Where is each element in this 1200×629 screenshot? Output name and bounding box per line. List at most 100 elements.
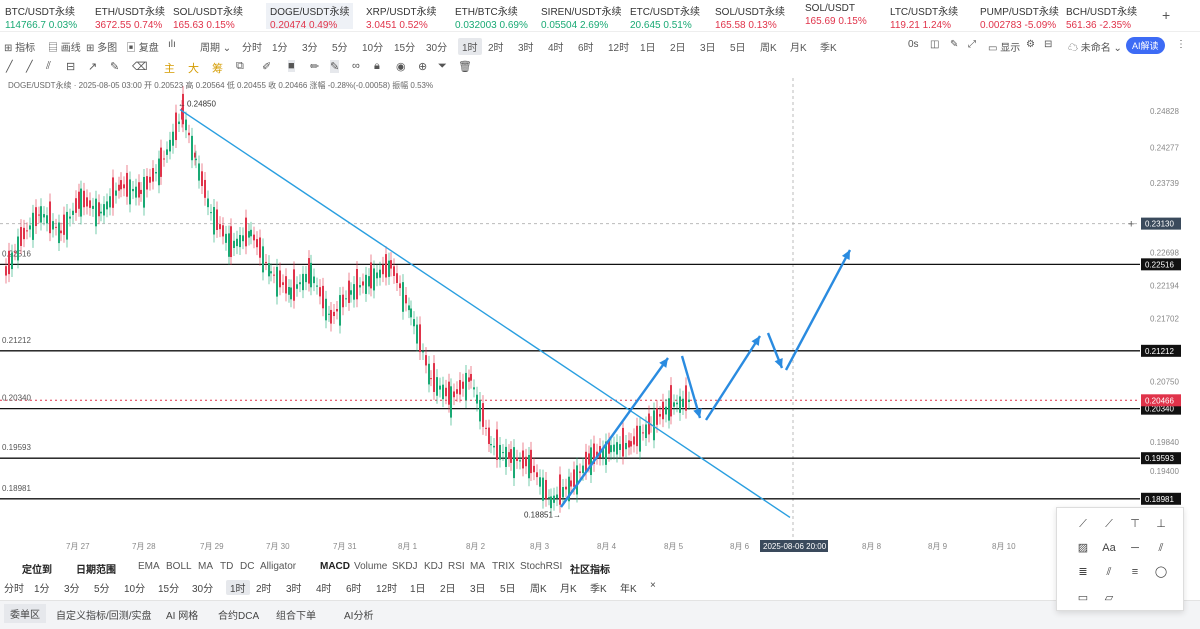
- ticker-6[interactable]: SIREN/USDT永续 0.05504 2.69%: [541, 3, 622, 31]
- bottom-period-1[interactable]: 1分: [34, 584, 50, 595]
- ticker-0[interactable]: BTC/USDT永续 114766.7 0.03%: [5, 3, 77, 31]
- period-19[interactable]: 季K: [820, 43, 837, 54]
- period-3[interactable]: 5分: [332, 43, 348, 54]
- ellipse-tool-icon[interactable]: ◯: [1154, 566, 1168, 578]
- period-13[interactable]: 1日: [640, 43, 656, 54]
- main-chip[interactable]: 主: [164, 63, 175, 75]
- brush-icon[interactable]: ✎: [110, 61, 120, 73]
- add-ticker-icon[interactable]: +: [1162, 7, 1171, 23]
- pin-icon[interactable]: ⊕: [418, 61, 428, 73]
- indicator-12[interactable]: RSI: [448, 561, 465, 572]
- bottom-period-6[interactable]: 30分: [192, 584, 214, 595]
- ticker-5[interactable]: ETH/BTC永续 0.032003 0.69%: [455, 3, 528, 31]
- toolbar-draw[interactable]: ▤ 画线: [48, 43, 81, 54]
- period-14[interactable]: 2日: [670, 43, 686, 54]
- ticker-8[interactable]: SOL/USDT永续 165.58 0.13%: [715, 3, 785, 31]
- channel-icon[interactable]: ⫽: [46, 60, 51, 72]
- indicator-8[interactable]: MACD: [320, 561, 350, 572]
- indicator-11[interactable]: KDJ: [424, 561, 443, 572]
- bottom-period-14[interactable]: 2日: [440, 584, 456, 595]
- ticker-3[interactable]: DOGE/USDT永续 0.20474 0.49%: [266, 3, 354, 31]
- indicator-10[interactable]: SKDJ: [392, 561, 418, 572]
- camera-icon[interactable]: ◫: [930, 39, 940, 50]
- bottom-period-5[interactable]: 15分: [158, 584, 180, 595]
- eraser-icon[interactable]: ⌫: [132, 61, 148, 73]
- ticker-10[interactable]: LTC/USDT永续 119.21 1.24%: [890, 3, 958, 31]
- period-6[interactable]: 30分: [426, 43, 448, 54]
- ticker-7[interactable]: ETC/USDT永续 20.645 0.51%: [630, 3, 700, 31]
- indicator-0[interactable]: 定位到: [22, 565, 52, 576]
- bottom-period-12[interactable]: 12时: [376, 584, 398, 595]
- indicator-16[interactable]: 社区指标: [570, 565, 610, 576]
- eye-icon[interactable]: ◉: [396, 61, 406, 73]
- period-18[interactable]: 月K: [790, 43, 807, 54]
- chart-type-icon[interactable]: ılı: [168, 39, 176, 50]
- ai-interpret-button[interactable]: AI解读: [1126, 37, 1165, 54]
- bottom-period-11[interactable]: 6时: [346, 584, 362, 595]
- bottom-period-21[interactable]: ×: [650, 580, 656, 591]
- ray-tool-icon[interactable]: ⟋: [1105, 518, 1113, 530]
- bottom-period-8[interactable]: 2时: [256, 584, 272, 595]
- text-tool-icon[interactable]: Aa: [1102, 542, 1116, 554]
- arrow-tool-icon[interactable]: ↗: [88, 61, 98, 73]
- magnet-icon[interactable]: ■: [288, 60, 295, 72]
- period-5[interactable]: 15分: [394, 43, 416, 54]
- hide-icon[interactable]: ∞: [352, 60, 360, 72]
- indicator-1[interactable]: 日期范围: [76, 565, 116, 576]
- rect-tool-icon[interactable]: ▭: [1077, 592, 1089, 604]
- polygon-tool-icon[interactable]: ▱: [1104, 592, 1114, 604]
- trash-icon[interactable]: 🗑︎: [458, 61, 472, 73]
- big-chip[interactable]: 大: [188, 63, 199, 75]
- period-15[interactable]: 3日: [700, 43, 716, 54]
- period-12[interactable]: 12时: [608, 43, 630, 54]
- indicator-6[interactable]: DC: [240, 561, 255, 572]
- bottom-period-4[interactable]: 10分: [124, 584, 146, 595]
- toolbar-replay[interactable]: ▣ 复盘: [126, 43, 159, 54]
- bottom-period-2[interactable]: 3分: [64, 584, 80, 595]
- channel-tool-icon[interactable]: ⫽: [1158, 542, 1164, 554]
- period-4[interactable]: 10分: [362, 43, 384, 54]
- pencil-icon[interactable]: ✏: [310, 61, 320, 73]
- ticker-2[interactable]: SOL/USDT永续 165.63 0.15%: [173, 3, 243, 31]
- ticker-1[interactable]: ETH/USDT永续 3672.55 0.74%: [95, 3, 165, 31]
- edit-icon[interactable]: ✎: [950, 39, 959, 50]
- indicator-3[interactable]: BOLL: [166, 561, 192, 572]
- period-9[interactable]: 3时: [518, 43, 534, 54]
- bottom-tab-1[interactable]: 自定义指标/回测/实盘: [56, 611, 152, 622]
- filter-icon[interactable]: ⏷: [438, 60, 447, 72]
- toolbar-multi[interactable]: ⊞ 多图: [86, 43, 118, 54]
- bottom-period-15[interactable]: 3日: [470, 584, 486, 595]
- image-tool-icon[interactable]: ▨: [1077, 542, 1089, 554]
- hline-tool-icon[interactable]: ─: [1131, 542, 1139, 554]
- bottom-period-18[interactable]: 月K: [560, 584, 577, 595]
- bottom-period-9[interactable]: 3时: [286, 584, 302, 595]
- bottom-period-7[interactable]: 1时: [226, 580, 250, 595]
- bottom-tab-5[interactable]: AI分析: [344, 611, 374, 622]
- period-17[interactable]: 周K: [760, 43, 777, 54]
- indicator-15[interactable]: StochRSI: [520, 561, 563, 572]
- copy-icon[interactable]: ⧉: [236, 60, 244, 72]
- period-0[interactable]: 分时: [242, 43, 262, 54]
- more-icon[interactable]: ⋮: [1176, 39, 1186, 50]
- indicator-5[interactable]: TD: [220, 561, 234, 572]
- price-chart[interactable]: 0.24828 0.24277 0.23739 0.22698 0.22194 0.217…: [0, 78, 1200, 554]
- bottom-period-16[interactable]: 5日: [500, 584, 516, 595]
- period-2[interactable]: 3分: [302, 43, 318, 54]
- settings-icon[interactable]: ⚙: [1026, 39, 1035, 50]
- layout-name[interactable]: ☁ 未命名 ⌄: [1068, 43, 1122, 54]
- line-tool-icon[interactable]: ⟋: [1079, 518, 1087, 530]
- lock-draw-icon[interactable]: ✎: [330, 60, 340, 73]
- fib-icon[interactable]: ⊟: [66, 61, 76, 73]
- text-tool-icon[interactable]: ✐: [262, 61, 272, 73]
- indicator-2[interactable]: EMA: [138, 561, 160, 572]
- chart-area[interactable]: DOGE/USDT永续 · 2025-08-05 03:00 开 0.20523…: [0, 78, 1200, 554]
- lock-icon[interactable]: 🔒︎: [374, 60, 380, 72]
- indicator-13[interactable]: MA: [470, 561, 485, 572]
- ticker-11[interactable]: PUMP/USDT永续 0.002783 -5.09%: [980, 3, 1059, 31]
- bottom-period-13[interactable]: 1日: [410, 584, 426, 595]
- bottom-tab-3[interactable]: 合约DCA: [218, 611, 260, 622]
- bottom-period-19[interactable]: 季K: [590, 584, 607, 595]
- display-button[interactable]: ▭ 显示: [988, 43, 1021, 54]
- ticker-12[interactable]: BCH/USDT永续 561.36 -2.35%: [1066, 3, 1137, 31]
- horizontal-ray-icon[interactable]: ⊤: [1130, 518, 1140, 530]
